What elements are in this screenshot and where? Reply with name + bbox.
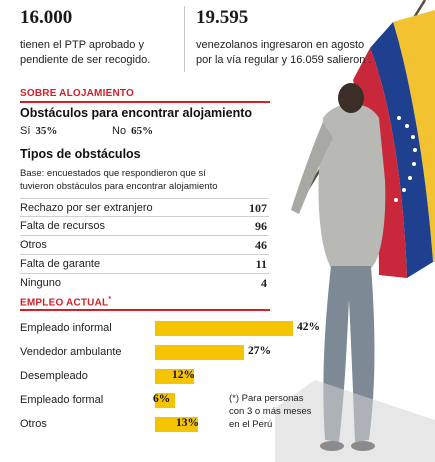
answer-no-value: 65% bbox=[131, 125, 154, 137]
stat-description-ptp: tienen el PTP aprobado y pendiente de se… bbox=[20, 38, 150, 68]
footnote-line: con 3 o más meses bbox=[229, 406, 312, 417]
base-note-line: tuvieron obstáculos para encontrar aloja… bbox=[20, 181, 218, 192]
answer-no-label: No bbox=[112, 125, 127, 137]
table-row: Otros 46 bbox=[20, 235, 269, 254]
employment-bar bbox=[155, 393, 175, 408]
stat-value-entries: 19.595 bbox=[196, 7, 249, 28]
table-cell-value: 46 bbox=[255, 238, 267, 252]
table-cell-label: Falta de recursos bbox=[20, 220, 105, 232]
answer-yes-label: Sí bbox=[20, 125, 31, 137]
table-cell-label: Rechazo por ser extranjero bbox=[20, 202, 153, 214]
table-cell-value: 11 bbox=[255, 257, 267, 271]
employment-value: 27% bbox=[248, 345, 271, 357]
table-cell-label: Otros bbox=[20, 239, 47, 251]
obstacles-title: Obstáculos para encontrar alojamiento bbox=[20, 106, 253, 120]
employment-label: Empleado informal bbox=[20, 322, 112, 334]
footnote-mark: * bbox=[108, 296, 112, 303]
base-note: Base: encuestados que respondieron que s… bbox=[20, 167, 218, 193]
stat-description-line: venezolanos ingresaron en agosto bbox=[196, 39, 365, 51]
stat-description-line: pendiente de ser recogido. bbox=[20, 54, 151, 66]
section-title-employment: EMPLEO ACTUAL* bbox=[20, 296, 111, 308]
employment-footnote: (*) Para personas con 3 o más meses en e… bbox=[229, 392, 311, 431]
section-title-housing: SOBRE ALOJAMIENTO bbox=[20, 88, 134, 99]
stat-value-ptp: 16.000 bbox=[20, 7, 73, 28]
section-rule-housing bbox=[20, 101, 270, 103]
photo-person-with-flag bbox=[275, 0, 435, 462]
table-row: Falta de recursos 96 bbox=[20, 216, 269, 235]
employment-bar bbox=[155, 321, 293, 336]
table-cell-value: 96 bbox=[255, 219, 267, 233]
table-row: Rechazo por ser extranjero 107 bbox=[20, 198, 269, 217]
table-row: Falta de garante 11 bbox=[20, 254, 269, 273]
employment-label: Empleado formal bbox=[20, 394, 104, 406]
employment-value: 13% bbox=[176, 417, 199, 429]
employment-bar bbox=[155, 417, 198, 432]
employment-bar bbox=[155, 345, 244, 360]
stats-divider bbox=[184, 6, 185, 72]
section-title-employment-text: EMPLEO ACTUAL bbox=[20, 297, 109, 309]
answer-no: No 65% bbox=[112, 125, 153, 137]
stat-description-line: por la vía regular y 16.059 salieron . bbox=[196, 54, 372, 66]
table-row: Ninguno 4 bbox=[20, 273, 269, 292]
employment-value: 42% bbox=[297, 321, 320, 333]
stat-description-entries: venezolanos ingresaron en agosto por la … bbox=[196, 38, 372, 68]
employment-label: Vendedor ambulante bbox=[20, 346, 122, 358]
employment-bar bbox=[155, 369, 194, 384]
table-cell-value: 4 bbox=[261, 276, 267, 290]
employment-value: 12% bbox=[172, 369, 195, 381]
employment-label: Otros bbox=[20, 418, 47, 430]
table-cell-value: 107 bbox=[249, 201, 267, 215]
table-cell-label: Ninguno bbox=[20, 277, 61, 289]
table-cell-label: Falta de garante bbox=[20, 258, 101, 270]
stat-description-line: tienen el PTP aprobado y bbox=[20, 39, 144, 51]
footnote-line: (*) Para personas bbox=[229, 393, 304, 404]
answer-yes-value: 35% bbox=[35, 125, 58, 137]
employment-value: 6% bbox=[153, 393, 171, 405]
employment-label: Desempleado bbox=[20, 370, 88, 382]
base-note-line: Base: encuestados que respondieron que s… bbox=[20, 168, 206, 179]
footnote-line: en el Perú bbox=[229, 419, 273, 430]
obstacle-types-title: Tipos de obstáculos bbox=[20, 147, 141, 161]
section-rule-employment bbox=[20, 309, 270, 311]
answer-yes: Sí 35% bbox=[20, 125, 57, 137]
